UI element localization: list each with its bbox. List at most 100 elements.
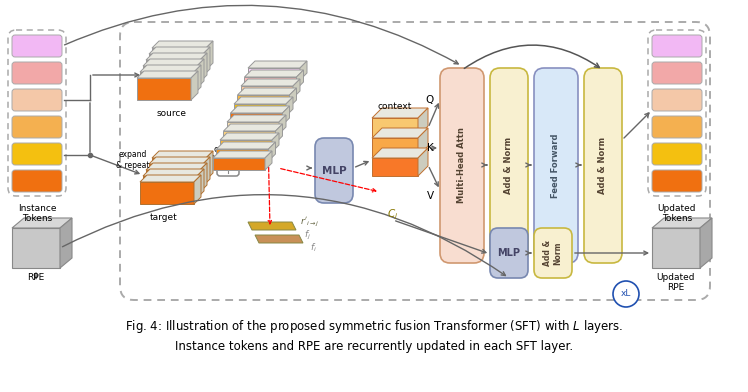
Text: $C_j$: $C_j$ (387, 208, 399, 222)
Polygon shape (275, 124, 283, 143)
Polygon shape (140, 72, 194, 94)
Polygon shape (248, 61, 307, 68)
Text: Fig. 4: Illustration of the proposed symmetric fusion Transformer (SFT) with $L$: Fig. 4: Illustration of the proposed sym… (125, 318, 623, 353)
Polygon shape (206, 151, 213, 180)
FancyBboxPatch shape (652, 35, 702, 57)
Polygon shape (152, 48, 206, 70)
Polygon shape (200, 163, 207, 192)
Polygon shape (143, 59, 204, 66)
Text: Q: Q (426, 95, 434, 105)
FancyBboxPatch shape (490, 228, 528, 278)
FancyBboxPatch shape (652, 62, 702, 84)
Polygon shape (152, 158, 206, 180)
FancyBboxPatch shape (12, 116, 62, 138)
Polygon shape (241, 86, 293, 98)
Polygon shape (224, 124, 283, 131)
Polygon shape (197, 169, 204, 198)
Polygon shape (12, 228, 60, 268)
Text: context: context (378, 102, 412, 111)
Polygon shape (206, 41, 213, 70)
Polygon shape (293, 79, 300, 98)
FancyBboxPatch shape (490, 68, 528, 263)
Polygon shape (372, 118, 418, 136)
Polygon shape (283, 106, 289, 125)
Polygon shape (248, 222, 296, 230)
Text: Add & Norm: Add & Norm (598, 137, 607, 194)
Polygon shape (230, 106, 289, 113)
Text: $f_j$: $f_j$ (304, 229, 311, 241)
Polygon shape (137, 71, 198, 78)
FancyBboxPatch shape (12, 143, 62, 165)
Polygon shape (146, 170, 200, 192)
Polygon shape (203, 47, 210, 76)
Polygon shape (224, 131, 275, 143)
Polygon shape (152, 41, 213, 48)
Polygon shape (216, 142, 275, 149)
Text: K: K (426, 143, 433, 153)
Polygon shape (152, 151, 213, 158)
Polygon shape (203, 157, 210, 186)
FancyBboxPatch shape (12, 62, 62, 84)
FancyBboxPatch shape (440, 68, 484, 263)
Polygon shape (213, 158, 265, 170)
Polygon shape (143, 66, 197, 88)
Polygon shape (213, 151, 272, 158)
Polygon shape (245, 77, 296, 89)
Polygon shape (140, 175, 201, 182)
Polygon shape (652, 218, 712, 228)
Polygon shape (418, 128, 428, 156)
Polygon shape (241, 79, 300, 86)
FancyBboxPatch shape (652, 143, 702, 165)
Polygon shape (289, 88, 296, 107)
FancyBboxPatch shape (217, 154, 239, 176)
Polygon shape (200, 53, 207, 82)
Text: MLP: MLP (497, 248, 521, 258)
Polygon shape (700, 218, 712, 268)
FancyBboxPatch shape (584, 68, 622, 263)
Polygon shape (140, 65, 201, 72)
Polygon shape (220, 133, 279, 140)
Polygon shape (149, 157, 210, 164)
Polygon shape (140, 182, 194, 204)
Polygon shape (216, 149, 269, 161)
FancyBboxPatch shape (315, 138, 353, 203)
Polygon shape (146, 53, 207, 60)
Circle shape (613, 281, 639, 307)
Polygon shape (248, 68, 300, 80)
Polygon shape (143, 169, 204, 176)
Polygon shape (238, 95, 289, 107)
Polygon shape (220, 140, 272, 152)
Polygon shape (146, 60, 200, 82)
Text: $r'_{i \rightarrow j}$: $r'_{i \rightarrow j}$ (300, 216, 319, 229)
Polygon shape (194, 175, 201, 204)
Polygon shape (230, 113, 283, 125)
Text: Updated
Tokens: Updated Tokens (657, 204, 696, 223)
Polygon shape (191, 71, 198, 100)
Polygon shape (372, 108, 428, 118)
Polygon shape (265, 151, 272, 170)
Polygon shape (372, 138, 418, 156)
Text: Add & Norm: Add & Norm (504, 137, 513, 194)
FancyBboxPatch shape (12, 89, 62, 111)
Polygon shape (279, 115, 286, 134)
Text: concat: concat (214, 145, 242, 154)
Polygon shape (245, 70, 304, 77)
Text: expand
& repeat: expand & repeat (116, 150, 150, 170)
Polygon shape (300, 61, 307, 80)
Text: target: target (150, 213, 178, 222)
Polygon shape (234, 104, 286, 116)
FancyBboxPatch shape (534, 228, 572, 278)
Polygon shape (234, 97, 293, 104)
Polygon shape (372, 148, 428, 158)
Polygon shape (418, 108, 428, 136)
Polygon shape (149, 47, 210, 54)
Polygon shape (194, 65, 201, 94)
Polygon shape (227, 115, 286, 122)
Text: Add &
Norm: Add & Norm (543, 240, 562, 266)
Text: xL: xL (621, 290, 631, 298)
FancyBboxPatch shape (12, 35, 62, 57)
Text: Feed Forward: Feed Forward (551, 133, 560, 198)
Polygon shape (272, 133, 279, 152)
Text: Multi-Head Attn: Multi-Head Attn (458, 127, 467, 203)
FancyBboxPatch shape (12, 170, 62, 192)
